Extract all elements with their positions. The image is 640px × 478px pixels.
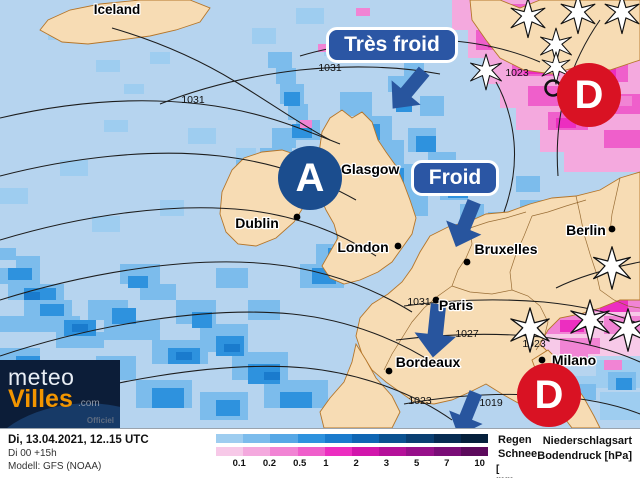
legend-snow-swatch-5 <box>352 447 380 456</box>
isobar-label: 1031 <box>181 94 205 106</box>
callout-label: Très froid <box>344 33 440 56</box>
city-label-milano: Milano <box>552 352 596 368</box>
city-dot-berlin <box>608 225 616 233</box>
legend-rain-swatch-4 <box>324 434 353 443</box>
legend-snow-swatch-0 <box>216 447 244 456</box>
pressure-centre-low-north[interactable]: D <box>557 63 621 127</box>
legend-snow-label: Schnee <box>498 448 538 460</box>
legend-rain-swatch-6 <box>379 434 407 443</box>
city-label-paris: Paris <box>439 297 473 313</box>
legend-rain-colorbar <box>216 434 489 443</box>
map-footer: Di, 13.04.2021, 12..15 UTC Di 00 +15h Mo… <box>0 428 640 478</box>
logo-text-meteo: meteo <box>8 364 75 390</box>
callout-froid[interactable]: Froid <box>411 160 499 196</box>
legend-tick-10: 10 <box>474 458 485 469</box>
legend-rain-swatch-5 <box>352 434 380 443</box>
legend-block: Regen Schnee 0.1 0.2 0.5 1 2 3 5 7 10 [ mm / h ] <box>216 434 537 478</box>
legend-snow-swatch-9 <box>460 447 489 456</box>
city-dot-milano <box>538 356 546 364</box>
isobar-label: 1023 <box>505 67 529 79</box>
legend-tick-7: 7 <box>444 458 450 469</box>
legend-snow-swatch-1 <box>243 447 271 456</box>
legend-snow-swatch-2 <box>270 447 298 456</box>
footer-field-precip-type: Niederschlagsart <box>542 435 632 447</box>
isobar-label: 1031 <box>318 62 342 74</box>
legend-snow-colorbar <box>216 447 489 456</box>
region-label-iceland: Iceland <box>94 2 141 17</box>
legend-rain-swatch-0 <box>216 434 244 443</box>
city-dot-bordeaux <box>385 367 393 375</box>
footer-model: Modell: GFS (NOAA) <box>8 461 102 472</box>
city-layer: Iceland Glasgow Dublin London Bruxelles … <box>93 1 616 375</box>
legend-tick-0.1: 0.1 <box>232 458 246 469</box>
pressure-centre-low-south[interactable]: D <box>517 363 581 427</box>
weather-map[interactable]: 1031 1031 1023 1031 1027 1027 1023 1023 … <box>0 0 640 428</box>
footer-run-step: Di 00 +15h <box>8 448 57 459</box>
pressure-centre-label: D <box>534 372 564 417</box>
logo-text-villes: Villes <box>8 385 73 413</box>
legend-unit-label: [ mm / h ] <box>496 464 514 478</box>
footer-left-block: Di, 13.04.2021, 12..15 UTC Di 00 +15h Mo… <box>8 433 149 473</box>
legend-tick-0.2: 0.2 <box>262 458 277 469</box>
legend-snow-swatch-3 <box>297 447 325 456</box>
legend-snow-swatch-6 <box>379 447 407 456</box>
map-canvas: 1031 1031 1023 1031 1027 1027 1023 1023 … <box>0 0 640 428</box>
meteovilles-logo[interactable]: meteo Villes .com Officiel <box>0 360 120 428</box>
callout-label: Froid <box>428 166 482 189</box>
country-borders <box>383 177 640 371</box>
legend-tick-2: 2 <box>353 458 359 469</box>
isobar-label: 1019 <box>479 397 503 409</box>
legend-tick-5: 5 <box>413 458 420 469</box>
legend-snow-swatch-8 <box>433 447 461 456</box>
legend-snow-swatch-4 <box>324 447 353 456</box>
city-label-bruxelles: Bruxelles <box>474 241 537 257</box>
legend-tick-0.5: 0.5 <box>293 458 307 469</box>
legend-snow-swatch-7 <box>406 447 434 456</box>
legend-rain-swatch-8 <box>433 434 461 443</box>
legend-rain-swatch-9 <box>460 434 489 443</box>
footer-right-block: Niederschlagsart Bodendruck [hPa] <box>537 434 632 464</box>
legend-tick-3: 3 <box>383 458 390 469</box>
city-dot-london <box>394 242 402 250</box>
isobar-label: 1031 <box>407 296 431 308</box>
city-dot-paris <box>432 296 440 304</box>
pressure-centre-label: A <box>295 155 325 200</box>
city-label-bordeaux: Bordeaux <box>396 354 461 370</box>
legend-rain-swatch-1 <box>243 434 271 443</box>
logo-text-tld: .com <box>78 398 100 409</box>
pressure-centre-high-a[interactable]: A <box>278 146 342 210</box>
footer-field-pressure: Bodendruck [hPa] <box>537 450 632 462</box>
city-dot-bruxelles <box>463 258 471 266</box>
city-label-berlin: Berlin <box>566 222 606 238</box>
isobar-label: 1023 <box>408 395 432 407</box>
pressure-centre-label: D <box>574 72 604 117</box>
legend-rain-swatch-7 <box>406 434 434 443</box>
legend-scale-ticks: 0.1 0.2 0.5 1 2 3 5 7 10 <box>216 458 488 472</box>
footer-valid-time: Di, 13.04.2021, 12..15 UTC <box>8 434 149 446</box>
city-label-glasgow: Glasgow <box>341 161 399 177</box>
isobar-label: 1023 <box>522 338 546 350</box>
legend-tick-1: 1 <box>323 458 329 469</box>
city-label-dublin: Dublin <box>235 215 279 231</box>
legend-rain-label: Regen <box>498 434 532 446</box>
legend-rain-swatch-3 <box>297 434 325 443</box>
logo-badge-officiel: Officiel <box>86 416 114 425</box>
city-label-london: London <box>337 239 388 255</box>
isobar-label: 1027 <box>455 328 479 340</box>
callout-tres-froid[interactable]: Très froid <box>326 27 458 63</box>
city-dot-dublin <box>293 213 301 221</box>
legend-rain-swatch-2 <box>270 434 298 443</box>
